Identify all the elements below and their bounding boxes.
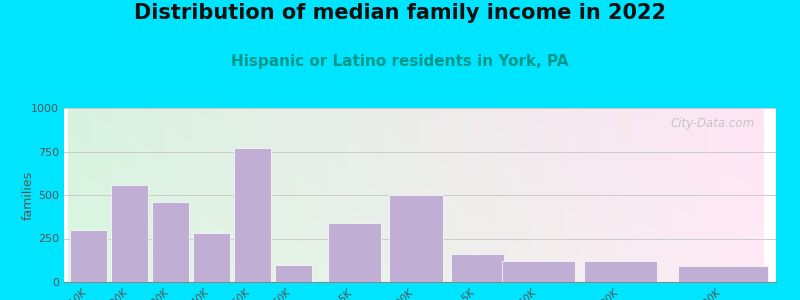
Bar <box>390 195 442 282</box>
Bar <box>111 184 148 282</box>
Bar <box>328 223 381 282</box>
Bar <box>234 148 270 282</box>
Bar <box>70 230 107 282</box>
Bar <box>152 202 189 282</box>
Bar <box>502 261 575 282</box>
Bar <box>450 254 504 282</box>
Text: Hispanic or Latino residents in York, PA: Hispanic or Latino residents in York, PA <box>231 54 569 69</box>
Bar <box>193 233 230 282</box>
Bar <box>678 266 768 282</box>
Text: Distribution of median family income in 2022: Distribution of median family income in … <box>134 3 666 23</box>
Bar <box>584 261 658 282</box>
Text: City-Data.com: City-Data.com <box>670 117 754 130</box>
Y-axis label: families: families <box>22 170 35 220</box>
Bar <box>274 265 311 282</box>
